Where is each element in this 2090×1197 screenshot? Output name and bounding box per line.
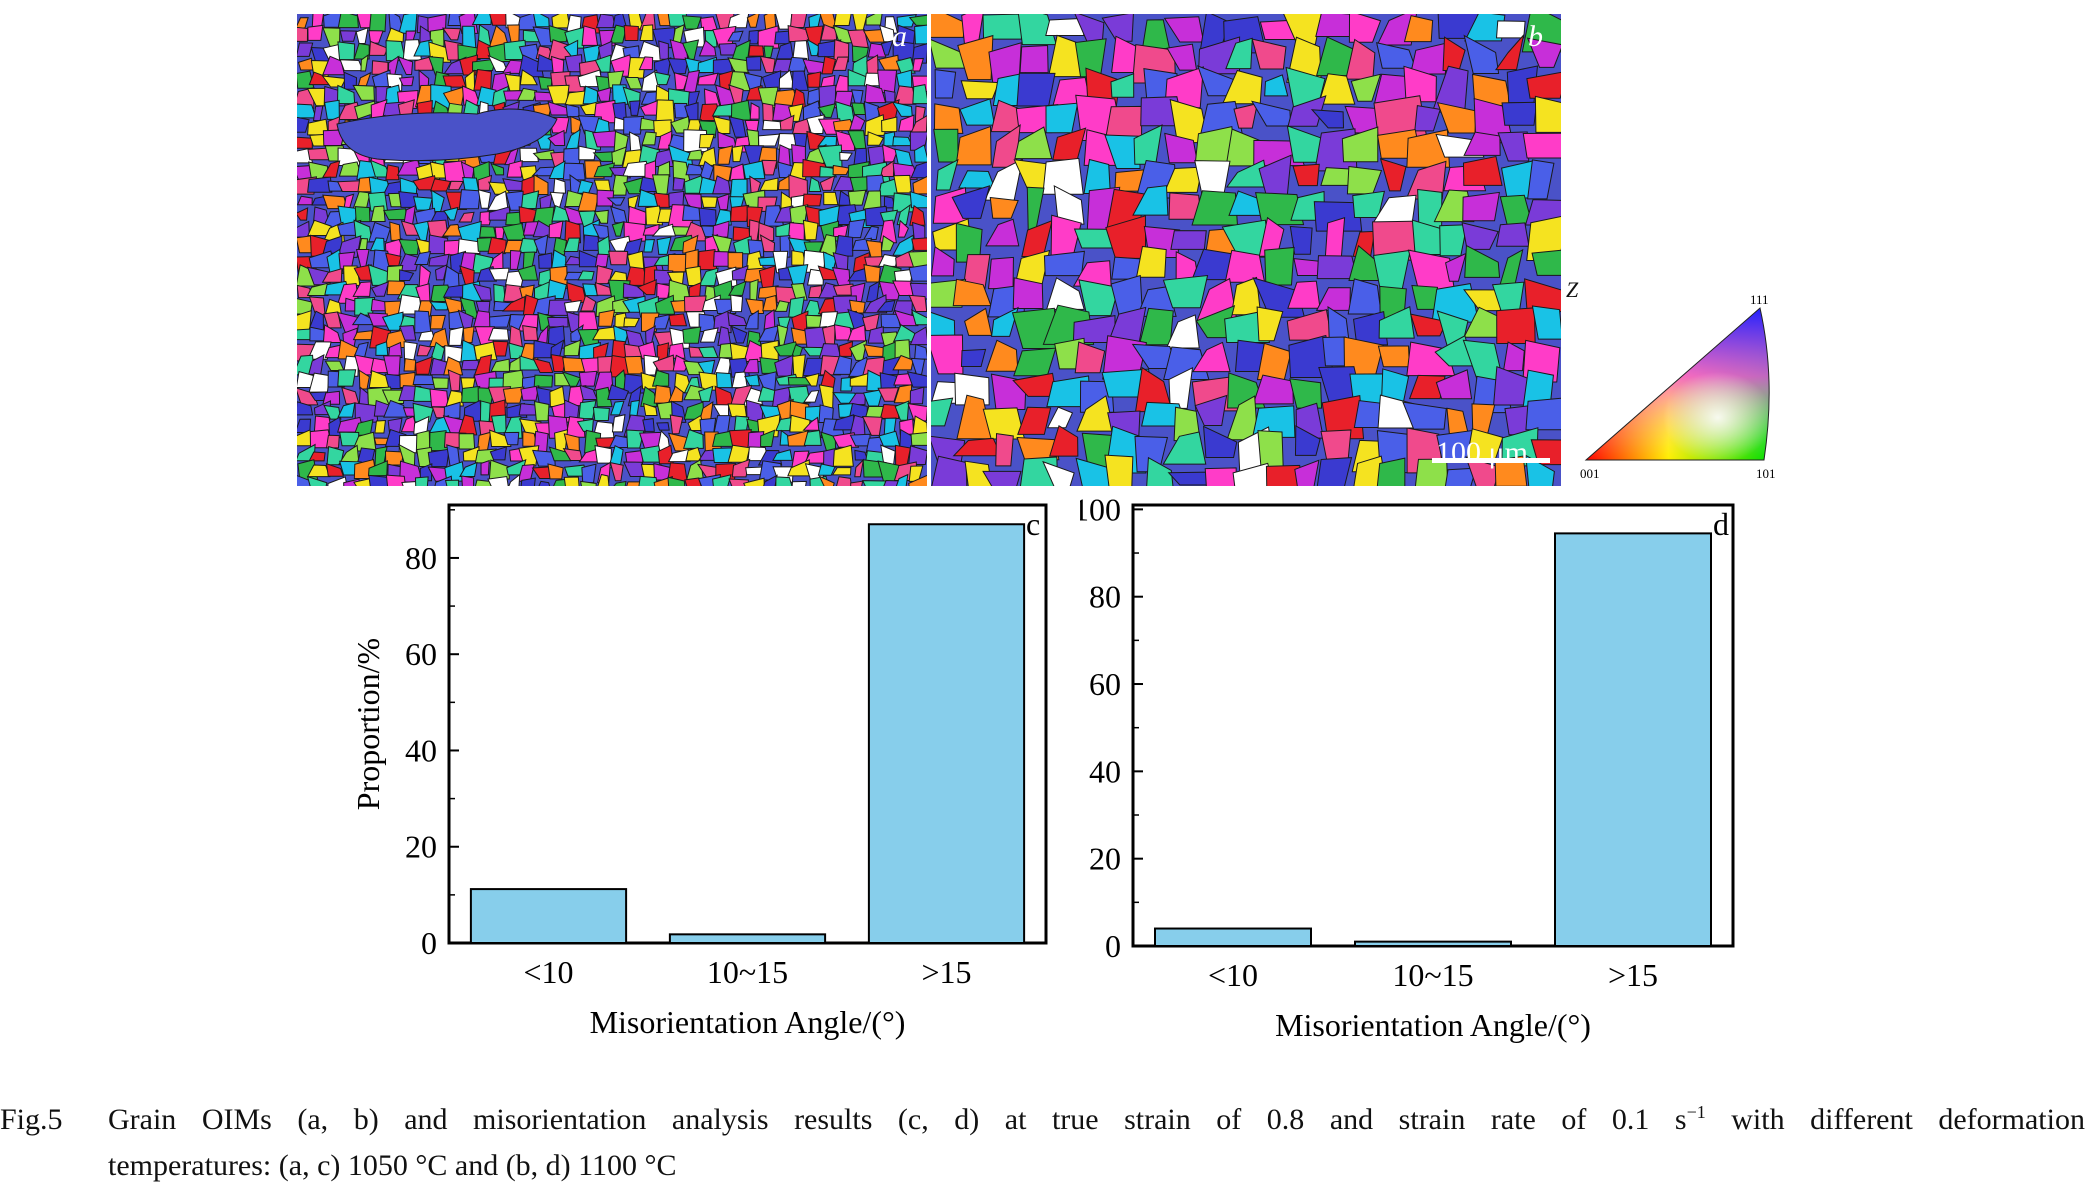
chart-c-bar bbox=[867, 523, 1026, 944]
chart-d-ytick-label: 100 bbox=[1080, 491, 1121, 527]
oim-map-b bbox=[931, 14, 1561, 486]
chart-c-bar bbox=[469, 888, 628, 945]
caption-line-1: Fig.5 Grain OIMs (a, b) and misorientatio… bbox=[0, 1096, 2085, 1144]
chart-c-ytick-label: 20 bbox=[405, 829, 437, 865]
bar-chart-c-svg: 0 20 40 60 80 <10 10~15 >15 c Misorientation Angl… bbox=[350, 503, 1048, 1040]
chart-c-ytick-label: 40 bbox=[405, 732, 437, 768]
oim-map-a-image bbox=[297, 14, 927, 486]
chart-d-x-axis-label: Misorientation Angle/(°) bbox=[1275, 1007, 1591, 1043]
ipf-color-key: 111 001 101 bbox=[1580, 290, 1800, 485]
panel-label-a: a bbox=[892, 20, 907, 53]
oim-map-a bbox=[297, 14, 927, 486]
chart-d-category-label: <10 bbox=[1208, 957, 1258, 993]
scale-bar bbox=[1432, 458, 1550, 463]
chart-c-category-label: 10~15 bbox=[707, 954, 788, 990]
bar-chart-c: 0 20 40 60 80 <10 10~15 >15 c Misorientation Angl… bbox=[350, 490, 1070, 1050]
caption-text-1: Grain OIMs (a, b) and misorientation ana… bbox=[108, 1103, 1687, 1136]
chart-c-ytick-label: 80 bbox=[405, 540, 437, 576]
caption-text-2: with different deformation bbox=[1705, 1103, 2085, 1136]
chart-c-x-axis-label: Misorientation Angle/(°) bbox=[590, 1004, 906, 1040]
ipf-label-001: 001 bbox=[1580, 466, 1600, 481]
caption-superscript: −1 bbox=[1686, 1102, 1706, 1122]
chart-c-panel-letter: c bbox=[1026, 506, 1040, 542]
chart-d-ytick-label: 0 bbox=[1105, 928, 1121, 964]
oim-map-b-image bbox=[931, 14, 1561, 486]
caption-line-2: temperatures: (a, c) 1050 °C and (b, d) … bbox=[108, 1149, 677, 1182]
chart-c-category-label: <10 bbox=[523, 954, 573, 990]
chart-c-ytick-label: 0 bbox=[421, 925, 437, 961]
chart-d-panel-letter: d bbox=[1713, 506, 1729, 542]
bar-chart-d: 0 20 40 60 80 100 <10 10~15 >15 d Misorientation A… bbox=[1073, 490, 1740, 1050]
scale-bar-label: 100 μm bbox=[1436, 436, 1528, 469]
chart-c-category-label: >15 bbox=[921, 954, 971, 990]
chart-d-ytick-label: 80 bbox=[1089, 579, 1121, 615]
chart-d-bar bbox=[1554, 532, 1712, 947]
chart-d-category-label: 10~15 bbox=[1392, 957, 1473, 993]
chart-c-ytick-label: 60 bbox=[405, 636, 437, 672]
bar-chart-d-svg: 0 20 40 60 80 100 <10 10~15 >15 d Misorientation A… bbox=[1073, 491, 1735, 1043]
chart-d-bar bbox=[1354, 940, 1512, 948]
chart-c-y-axis-label: Proportion/% bbox=[350, 638, 386, 810]
ipf-axis-label: Z bbox=[1566, 277, 1579, 302]
chart-c-bar bbox=[668, 933, 827, 945]
chart-d-ytick-label: 40 bbox=[1089, 753, 1121, 789]
ipf-label-101: 101 bbox=[1756, 466, 1776, 481]
chart-d-ytick-label: 20 bbox=[1089, 841, 1121, 877]
oim-a-grains bbox=[297, 14, 927, 486]
caption-figure-label: Fig.5 bbox=[0, 1103, 63, 1136]
ipf-label-111: 111 bbox=[1750, 292, 1769, 307]
chart-d-category-label: >15 bbox=[1608, 957, 1658, 993]
chart-d-ytick-label: 60 bbox=[1089, 666, 1121, 702]
panel-label-b: b bbox=[1528, 20, 1543, 53]
chart-d-bar bbox=[1154, 927, 1312, 948]
ipf-triangle-icon: 111 001 101 bbox=[1580, 292, 1776, 481]
oim-b-grains bbox=[931, 14, 1561, 486]
